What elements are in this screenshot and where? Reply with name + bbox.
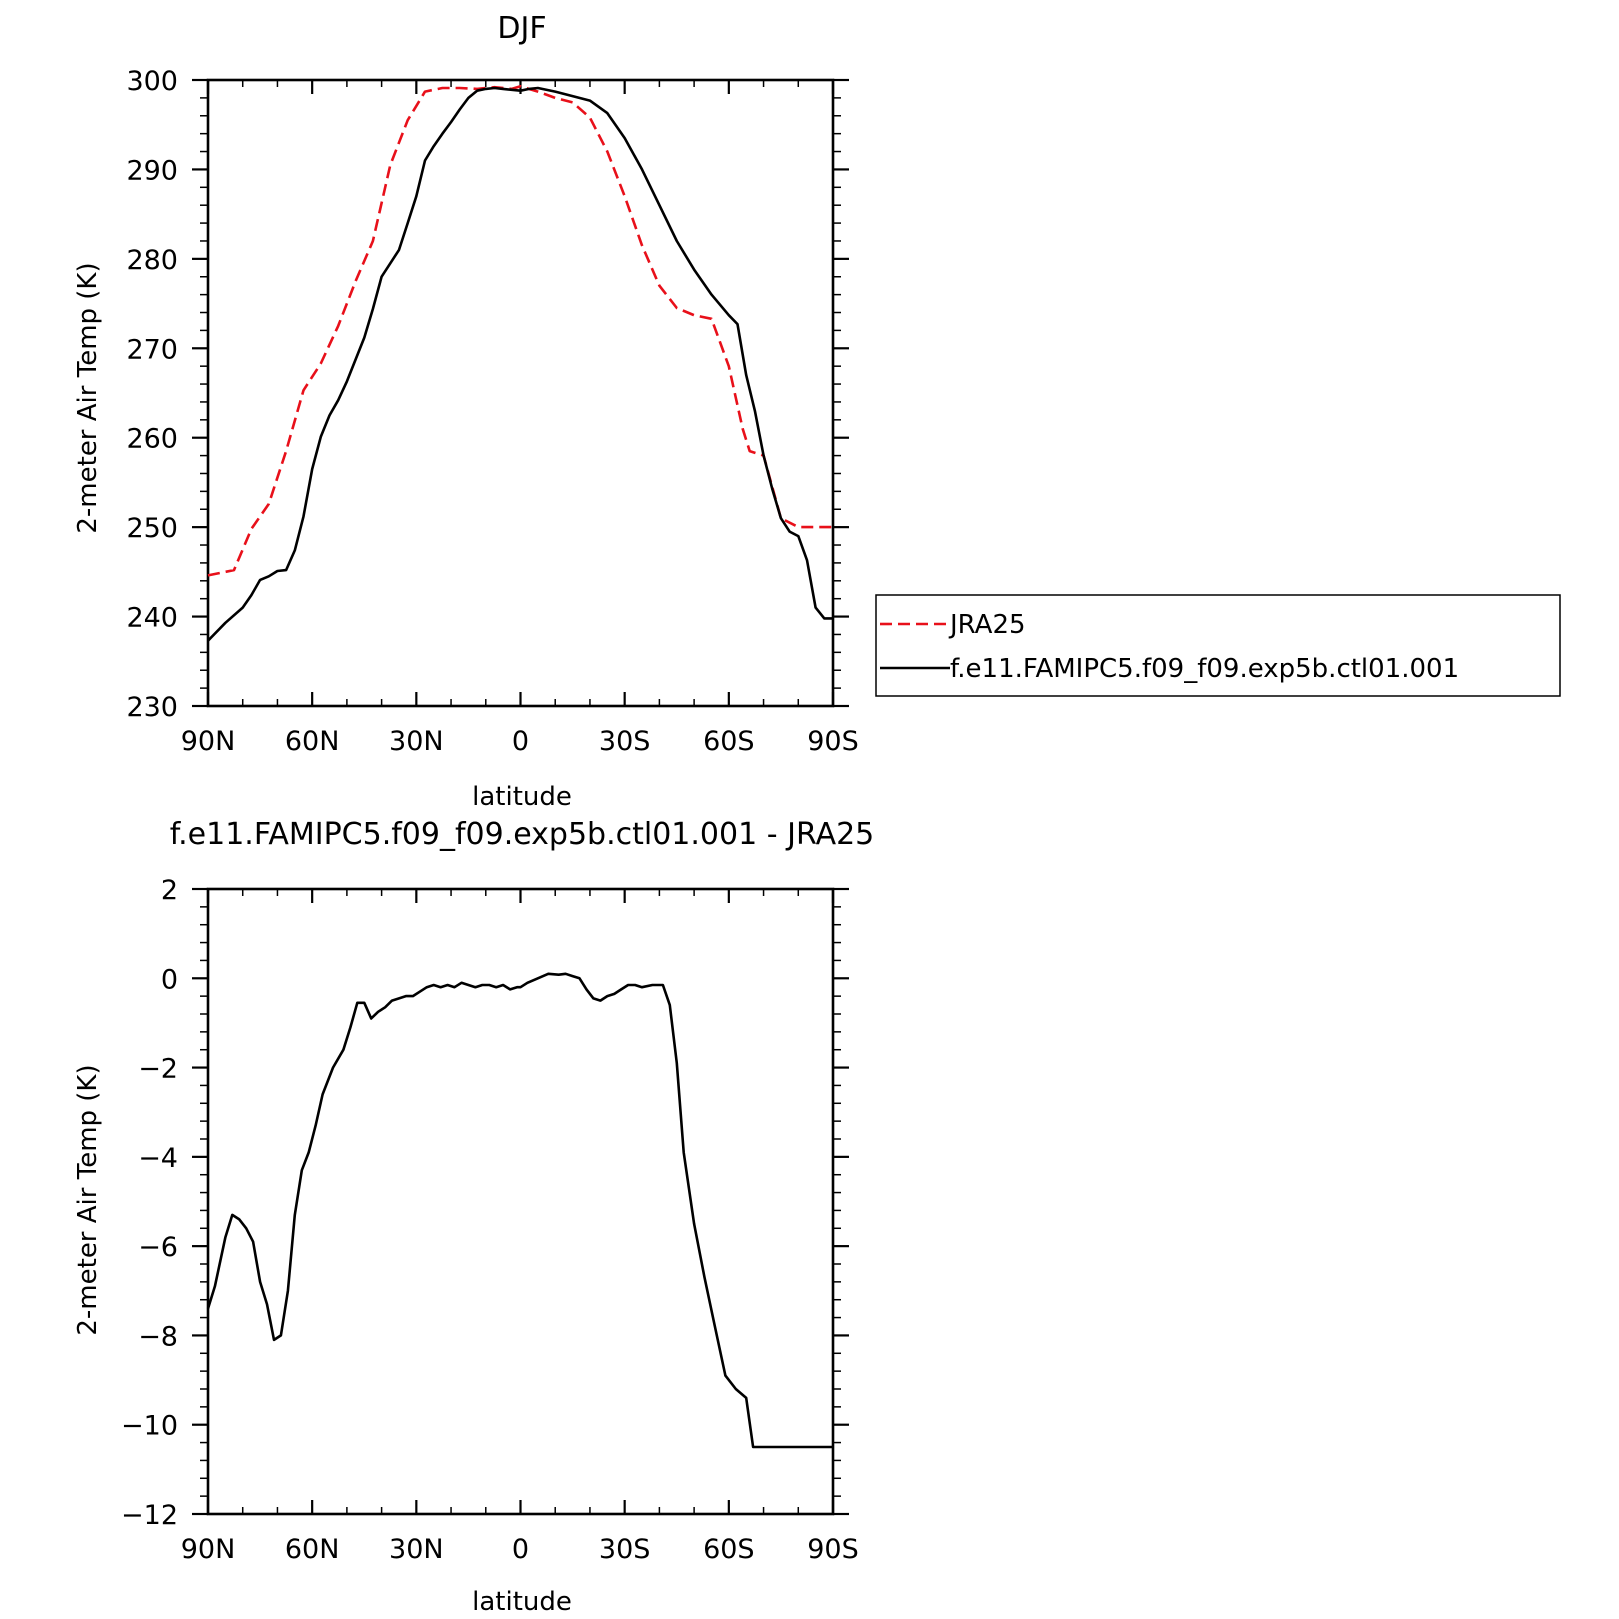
top-x-tick-label: 30S	[599, 726, 651, 757]
top-y-tick-label: 230	[126, 692, 178, 723]
top-axes: 90N 60N 30N 0 30S 60S 90S 230 240 250 260 270 280 290…	[126, 66, 858, 757]
top-x-axis-label: latitude	[472, 782, 572, 812]
legend-label-model: f.e11.FAMIPC5.f09_f09.exp5b.ctl01.001	[950, 654, 1459, 684]
top-y-tick-label: 280	[126, 245, 178, 276]
bottom-y-tick-label: 0	[161, 964, 178, 995]
bottom-y-tick-label: −4	[138, 1143, 178, 1174]
bottom-x-tick-label: 90S	[807, 1534, 859, 1565]
bottom-series-group	[206, 972, 833, 1449]
bottom-plot-frame	[206, 887, 835, 1516]
top-y-tick-label: 260	[126, 424, 178, 455]
top-x-tick-label: 0	[512, 726, 529, 757]
bottom-y-tick-label: −12	[121, 1500, 178, 1531]
top-chart-title: DJF	[497, 11, 546, 46]
top-y-tick-label: 290	[126, 155, 178, 186]
bottom-x-tick-label: 0	[512, 1534, 529, 1565]
bottom-y-tick-label: −6	[138, 1232, 178, 1263]
bottom-x-tick-label: 60N	[285, 1534, 340, 1565]
bottom-chart-title: f.e11.FAMIPC5.f09_f09.exp5b.ctl01.001 - …	[170, 817, 875, 852]
top-y-tick-label: 300	[126, 66, 178, 97]
top-y-tick-label: 270	[126, 334, 178, 365]
top-x-tick-label: 30N	[389, 726, 444, 757]
temperature-panel: DJF 90N 60N 30N 0 30S 60S 90S 230 240 250 260 270 28…	[73, 11, 1561, 812]
legend-box	[875, 594, 1561, 697]
bottom-x-tick-label: 30S	[599, 1534, 651, 1565]
top-x-tick-label: 90N	[181, 726, 236, 757]
bottom-y-tick-label: 2	[161, 875, 178, 906]
legend: JRA25 f.e11.FAMIPC5.f09_f09.exp5b.ctl01.…	[875, 594, 1561, 697]
bottom-y-axis-label: 2-meter Air Temp (K)	[73, 1064, 103, 1335]
bottom-x-axis-label: latitude	[472, 1587, 572, 1617]
bottom-y-tick-label: −10	[121, 1411, 178, 1442]
bottom-x-tick-label: 30N	[389, 1534, 444, 1565]
top-x-tick-label: 90S	[807, 726, 859, 757]
bottom-series-line-0	[206, 972, 833, 1449]
top-series-line-0	[207, 85, 833, 577]
difference-panel: f.e11.FAMIPC5.f09_f09.exp5b.ctl01.001 - …	[73, 817, 874, 1617]
top-series-line-1	[207, 86, 833, 642]
bottom-axes: 90N 60N 30N 0 30S 60S 90S −12 −10 −8 −6 −4 −2 0 2	[121, 875, 859, 1565]
bottom-y-tick-label: −2	[138, 1054, 178, 1085]
top-y-tick-label: 250	[126, 513, 178, 544]
bottom-y-tick-label: −8	[138, 1321, 178, 1352]
bottom-x-tick-label: 90N	[181, 1534, 236, 1565]
bottom-x-tick-label: 60S	[703, 1534, 755, 1565]
legend-label-jra25: JRA25	[948, 610, 1026, 640]
top-x-tick-label: 60N	[285, 726, 340, 757]
top-y-axis-label: 2-meter Air Temp (K)	[73, 262, 103, 533]
top-x-tick-label: 60S	[703, 726, 755, 757]
top-y-tick-label: 240	[126, 603, 178, 634]
top-series-group	[207, 85, 833, 642]
